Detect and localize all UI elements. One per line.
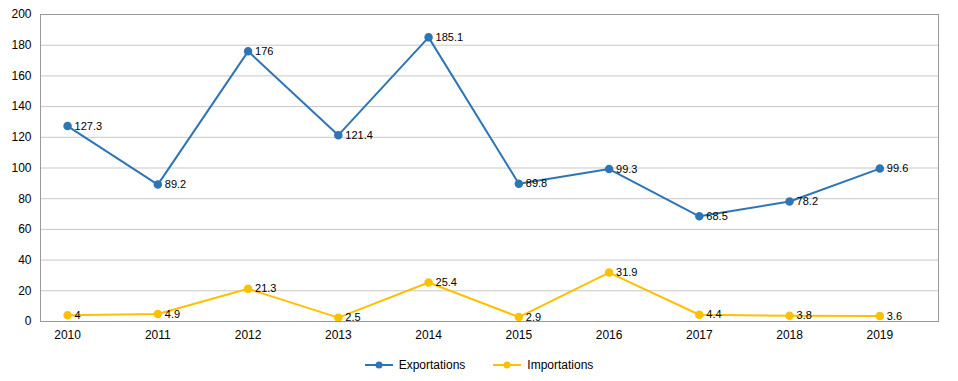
svg-text:4.9: 4.9 xyxy=(165,307,180,319)
svg-text:80: 80 xyxy=(18,192,32,206)
svg-text:120: 120 xyxy=(11,130,31,144)
svg-text:20: 20 xyxy=(18,284,32,298)
svg-text:99.3: 99.3 xyxy=(616,163,637,175)
svg-text:25.4: 25.4 xyxy=(436,276,457,288)
svg-text:2012: 2012 xyxy=(235,328,262,342)
svg-text:40: 40 xyxy=(18,253,32,267)
svg-text:3.6: 3.6 xyxy=(887,309,902,321)
svg-text:176: 176 xyxy=(255,45,273,57)
svg-text:140: 140 xyxy=(11,99,31,113)
html-text:Importations: Importations xyxy=(527,358,594,372)
svg-text:200: 200 xyxy=(11,7,31,21)
svg-text:31.9: 31.9 xyxy=(616,266,637,278)
svg-text:4.4: 4.4 xyxy=(706,308,721,320)
svg-text:2017: 2017 xyxy=(686,328,713,342)
svg-text:4: 4 xyxy=(75,309,81,321)
html-text:Exportations: Exportations xyxy=(398,358,466,372)
svg-text:160: 160 xyxy=(11,69,31,83)
svg-text:68.5: 68.5 xyxy=(706,210,727,222)
svg-text:121.4: 121.4 xyxy=(345,129,373,141)
svg-text:2014: 2014 xyxy=(415,328,442,342)
svg-text:2.9: 2.9 xyxy=(526,311,541,323)
svg-text:2010: 2010 xyxy=(54,328,81,342)
svg-text:0: 0 xyxy=(25,314,32,328)
svg-text:100: 100 xyxy=(11,161,31,175)
svg-text:180: 180 xyxy=(11,38,31,52)
svg-text:2011: 2011 xyxy=(145,328,171,342)
svg-text:2013: 2013 xyxy=(325,328,352,342)
svg-text:89.2: 89.2 xyxy=(165,178,186,190)
svg-text:78.2: 78.2 xyxy=(797,195,818,207)
svg-text:21.3: 21.3 xyxy=(255,282,276,294)
svg-text:2019: 2019 xyxy=(866,328,893,342)
svg-text:89.8: 89.8 xyxy=(526,177,547,189)
svg-text:60: 60 xyxy=(18,222,32,236)
svg-text:2016: 2016 xyxy=(596,328,623,342)
svg-text:127.3: 127.3 xyxy=(75,120,103,132)
svg-text:99.6: 99.6 xyxy=(887,162,908,174)
svg-text:185.1: 185.1 xyxy=(436,31,464,43)
svg-text:2015: 2015 xyxy=(505,328,532,342)
svg-text:3.8: 3.8 xyxy=(797,309,812,321)
svg-text:2.5: 2.5 xyxy=(345,311,360,323)
svg-text:2018: 2018 xyxy=(776,328,803,342)
